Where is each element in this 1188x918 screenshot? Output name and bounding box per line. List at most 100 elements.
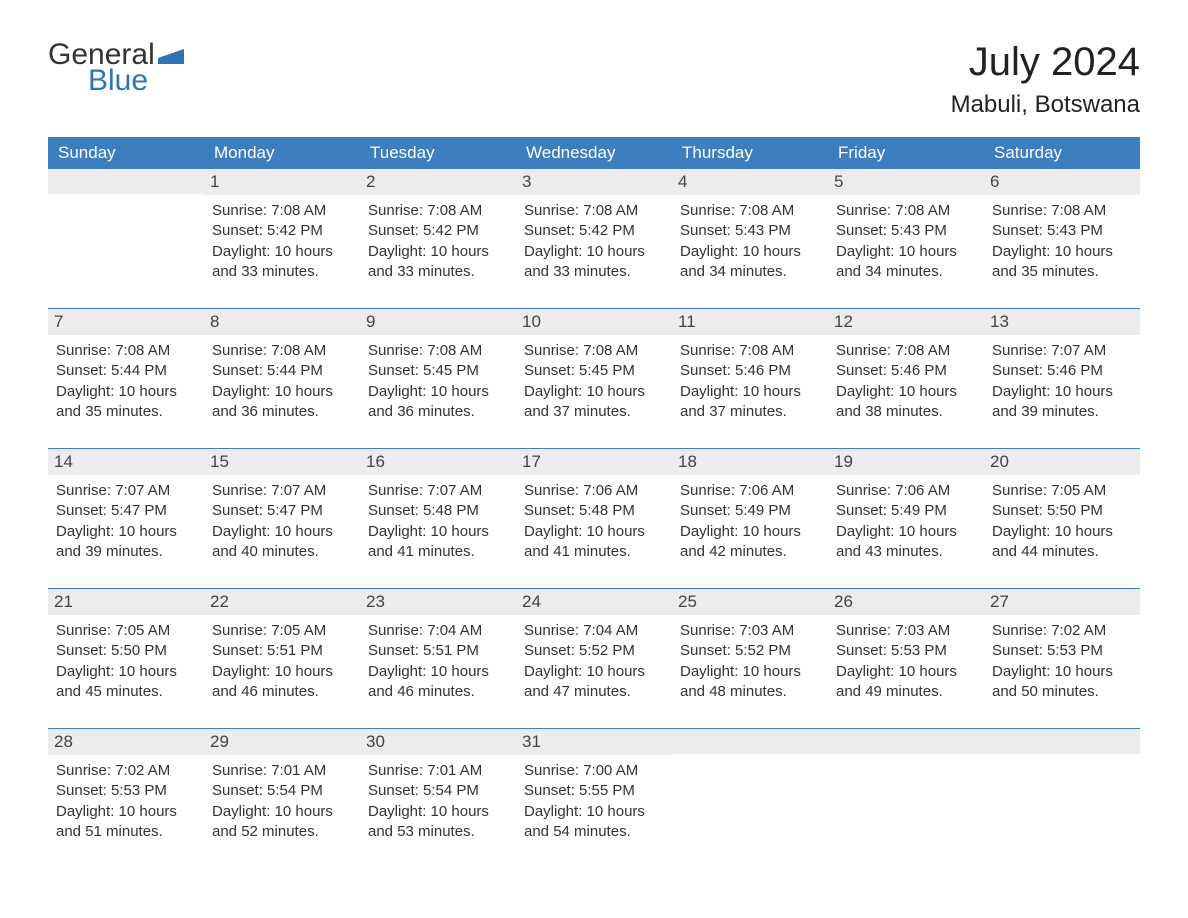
sunrise-line: Sunrise: 7:08 AM <box>56 341 196 361</box>
daylight2-line: and 47 minutes. <box>524 682 664 702</box>
sunset-line: Sunset: 5:45 PM <box>524 361 664 381</box>
sunset-line: Sunset: 5:43 PM <box>992 221 1132 241</box>
day-number: 26 <box>828 589 984 615</box>
day-number: 15 <box>204 449 360 475</box>
day-cell: 14Sunrise: 7:07 AMSunset: 5:47 PMDayligh… <box>48 449 204 570</box>
sunset-line: Sunset: 5:50 PM <box>56 641 196 661</box>
day-cell: 26Sunrise: 7:03 AMSunset: 5:53 PMDayligh… <box>828 589 984 710</box>
weeks-container: 1Sunrise: 7:08 AMSunset: 5:42 PMDaylight… <box>48 169 1140 850</box>
day-number: 8 <box>204 309 360 335</box>
daylight2-line: and 52 minutes. <box>212 822 352 842</box>
daylight2-line: and 33 minutes. <box>212 262 352 282</box>
day-cell: 10Sunrise: 7:08 AMSunset: 5:45 PMDayligh… <box>516 309 672 430</box>
daylight1-line: Daylight: 10 hours <box>992 522 1132 542</box>
sunset-line: Sunset: 5:49 PM <box>836 501 976 521</box>
day-cell <box>48 169 204 290</box>
day-number: 1 <box>204 169 360 195</box>
day-number: 13 <box>984 309 1140 335</box>
sunset-line: Sunset: 5:52 PM <box>524 641 664 661</box>
sunset-line: Sunset: 5:44 PM <box>212 361 352 381</box>
daylight1-line: Daylight: 10 hours <box>212 522 352 542</box>
sunset-line: Sunset: 5:48 PM <box>524 501 664 521</box>
day-number: 10 <box>516 309 672 335</box>
sunset-line: Sunset: 5:42 PM <box>368 221 508 241</box>
sunset-line: Sunset: 5:46 PM <box>836 361 976 381</box>
sunset-line: Sunset: 5:46 PM <box>680 361 820 381</box>
daylight2-line: and 39 minutes. <box>56 542 196 562</box>
sunrise-line: Sunrise: 7:08 AM <box>524 201 664 221</box>
sunrise-line: Sunrise: 7:07 AM <box>368 481 508 501</box>
day-cell: 27Sunrise: 7:02 AMSunset: 5:53 PMDayligh… <box>984 589 1140 710</box>
dow-wednesday: Wednesday <box>516 137 672 169</box>
logo-text-blue: Blue <box>88 66 184 96</box>
sunset-line: Sunset: 5:42 PM <box>524 221 664 241</box>
day-cell: 28Sunrise: 7:02 AMSunset: 5:53 PMDayligh… <box>48 729 204 850</box>
daylight1-line: Daylight: 10 hours <box>524 242 664 262</box>
daylight2-line: and 44 minutes. <box>992 542 1132 562</box>
daylight2-line: and 46 minutes. <box>212 682 352 702</box>
sunset-line: Sunset: 5:55 PM <box>524 781 664 801</box>
daylight1-line: Daylight: 10 hours <box>368 522 508 542</box>
page-header: General Blue July 2024 Mabuli, Botswana <box>48 40 1140 119</box>
week-row: 7Sunrise: 7:08 AMSunset: 5:44 PMDaylight… <box>48 308 1140 430</box>
logo: General Blue <box>48 40 184 96</box>
week-row: 14Sunrise: 7:07 AMSunset: 5:47 PMDayligh… <box>48 448 1140 570</box>
sunset-line: Sunset: 5:44 PM <box>56 361 196 381</box>
day-cell: 30Sunrise: 7:01 AMSunset: 5:54 PMDayligh… <box>360 729 516 850</box>
daylight2-line: and 34 minutes. <box>836 262 976 282</box>
daylight1-line: Daylight: 10 hours <box>836 522 976 542</box>
day-cell: 3 Sunrise: 7:08 AMSunset: 5:42 PMDaylight… <box>516 169 672 290</box>
daylight1-line: Daylight: 10 hours <box>56 802 196 822</box>
week-row: 1Sunrise: 7:08 AMSunset: 5:42 PMDaylight… <box>48 169 1140 290</box>
daylight2-line: and 43 minutes. <box>836 542 976 562</box>
day-cell: 22Sunrise: 7:05 AMSunset: 5:51 PMDayligh… <box>204 589 360 710</box>
day-number: 3 <box>516 169 672 195</box>
daylight2-line: and 38 minutes. <box>836 402 976 422</box>
sunset-line: Sunset: 5:53 PM <box>992 641 1132 661</box>
sunrise-line: Sunrise: 7:08 AM <box>368 201 508 221</box>
day-number: 23 <box>360 589 516 615</box>
day-cell <box>984 729 1140 850</box>
sunrise-line: Sunrise: 7:08 AM <box>992 201 1132 221</box>
day-cell: 13Sunrise: 7:07 AMSunset: 5:46 PMDayligh… <box>984 309 1140 430</box>
sunrise-line: Sunrise: 7:04 AM <box>524 621 664 641</box>
day-cell: 6Sunrise: 7:08 AMSunset: 5:43 PMDaylight… <box>984 169 1140 290</box>
sunrise-line: Sunrise: 7:07 AM <box>992 341 1132 361</box>
daylight2-line: and 54 minutes. <box>524 822 664 842</box>
daylight1-line: Daylight: 10 hours <box>56 522 196 542</box>
sunset-line: Sunset: 5:48 PM <box>368 501 508 521</box>
sunrise-line: Sunrise: 7:01 AM <box>368 761 508 781</box>
daylight2-line: and 33 minutes. <box>524 262 664 282</box>
sunset-line: Sunset: 5:42 PM <box>212 221 352 241</box>
day-cell: 15Sunrise: 7:07 AMSunset: 5:47 PMDayligh… <box>204 449 360 570</box>
sunrise-line: Sunrise: 7:00 AM <box>524 761 664 781</box>
day-cell: 25Sunrise: 7:03 AMSunset: 5:52 PMDayligh… <box>672 589 828 710</box>
day-cell: 2Sunrise: 7:08 AMSunset: 5:42 PMDaylight… <box>360 169 516 290</box>
week-row: 21Sunrise: 7:05 AMSunset: 5:50 PMDayligh… <box>48 588 1140 710</box>
day-number: 11 <box>672 309 828 335</box>
daylight1-line: Daylight: 10 hours <box>212 802 352 822</box>
daylight1-line: Daylight: 10 hours <box>368 662 508 682</box>
dow-monday: Monday <box>204 137 360 169</box>
sunset-line: Sunset: 5:54 PM <box>212 781 352 801</box>
daylight1-line: Daylight: 10 hours <box>212 382 352 402</box>
day-of-week-header: Sunday Monday Tuesday Wednesday Thursday… <box>48 137 1140 169</box>
sunrise-line: Sunrise: 7:03 AM <box>680 621 820 641</box>
day-number: 27 <box>984 589 1140 615</box>
day-number: 17 <box>516 449 672 475</box>
sunrise-line: Sunrise: 7:02 AM <box>56 761 196 781</box>
daylight2-line: and 39 minutes. <box>992 402 1132 422</box>
day-cell: 1Sunrise: 7:08 AMSunset: 5:42 PMDaylight… <box>204 169 360 290</box>
daylight1-line: Daylight: 10 hours <box>680 522 820 542</box>
sunrise-line: Sunrise: 7:05 AM <box>56 621 196 641</box>
daylight2-line: and 51 minutes. <box>56 822 196 842</box>
sunrise-line: Sunrise: 7:07 AM <box>212 481 352 501</box>
dow-saturday: Saturday <box>984 137 1140 169</box>
daylight2-line: and 36 minutes. <box>368 402 508 422</box>
daylight2-line: and 35 minutes. <box>992 262 1132 282</box>
sunrise-line: Sunrise: 7:08 AM <box>680 201 820 221</box>
sunset-line: Sunset: 5:54 PM <box>368 781 508 801</box>
day-number: 9 <box>360 309 516 335</box>
day-number: 7 <box>48 309 204 335</box>
dow-thursday: Thursday <box>672 137 828 169</box>
